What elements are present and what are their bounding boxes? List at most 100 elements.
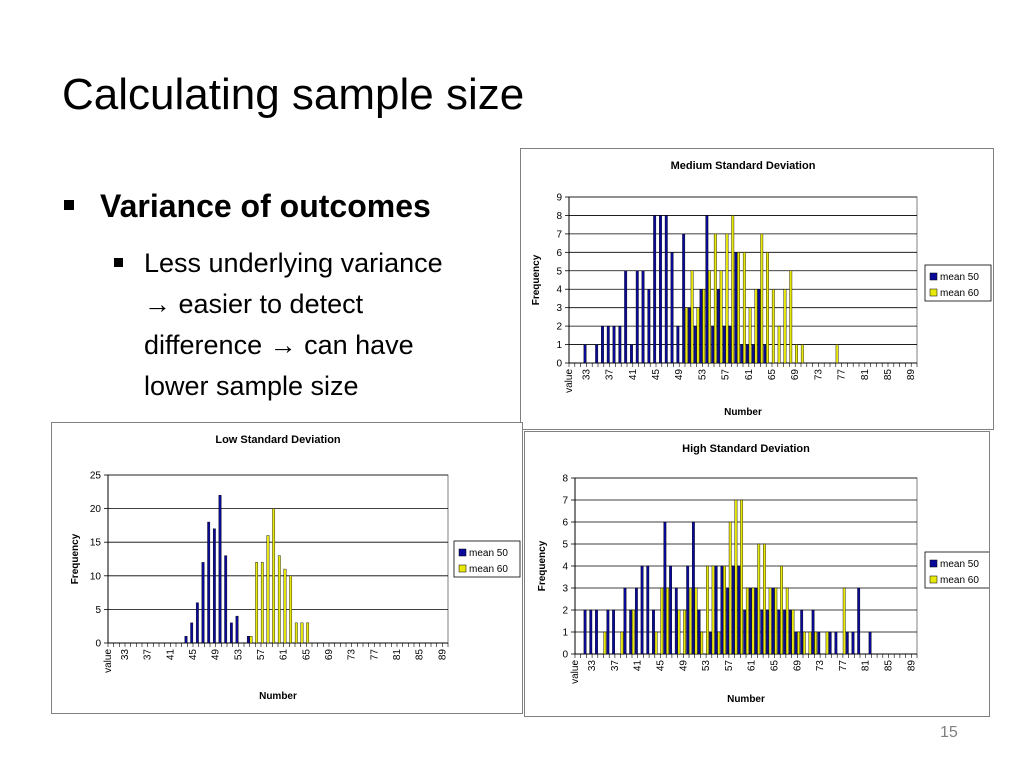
bar-mean50 <box>235 615 239 644</box>
y-tick-label: 7 <box>562 496 568 507</box>
bar-mean50 <box>612 325 616 364</box>
bar-mean60 <box>835 344 839 364</box>
y-tick-label: 3 <box>556 303 562 314</box>
x-tick-label: 73 <box>347 649 358 661</box>
bar-mean50 <box>669 565 672 655</box>
bullet-main: Variance of outcomes <box>62 188 502 225</box>
bar-mean60 <box>700 631 704 655</box>
bar-mean60 <box>766 252 769 364</box>
bar-mean60 <box>654 631 658 655</box>
bar-mean60 <box>725 233 729 364</box>
y-tick-label: 9 <box>556 193 562 204</box>
bar-mean60 <box>708 270 711 364</box>
y-tick-label: 8 <box>562 474 568 485</box>
bar-mean50 <box>743 609 747 655</box>
bar-mean50 <box>190 622 194 644</box>
bar-mean60 <box>283 568 287 644</box>
x-tick-label: 49 <box>211 649 222 661</box>
bar-mean50 <box>647 289 651 364</box>
x-tick-label: 65 <box>767 369 778 381</box>
bar-mean50 <box>635 270 639 364</box>
legend-label: mean 60 <box>469 564 508 575</box>
legend-label: mean 60 <box>940 575 979 586</box>
x-tick-label: 61 <box>744 369 755 381</box>
y-tick-label: 7 <box>556 229 562 240</box>
x-tick-label: 89 <box>906 660 917 672</box>
bar-mean50 <box>788 609 792 655</box>
legend: mean 50 mean 60 <box>453 540 521 578</box>
bar-mean50 <box>601 325 604 364</box>
square-bullet-icon <box>114 258 123 267</box>
bullet-sub-line-1: Less underlying variance <box>144 248 443 278</box>
x-tick-label: 65 <box>770 660 781 672</box>
y-tick-label: 0 <box>95 639 101 650</box>
chart-svg-low: Low Standard Deviation 0 5 10 15 20 25 value 33 3… <box>70 434 521 702</box>
bar-mean50 <box>682 233 686 364</box>
y-tick-label: 1 <box>562 628 568 639</box>
square-bullet-icon <box>64 200 74 210</box>
bar-mean50 <box>817 631 821 655</box>
bar-mean50 <box>748 587 752 655</box>
bar-mean60 <box>740 499 744 655</box>
bar-mean60 <box>783 289 787 364</box>
bar-mean50 <box>664 215 668 364</box>
bar-mean50 <box>629 609 633 655</box>
y-tick-label: 0 <box>556 359 562 370</box>
bar-mean60 <box>260 562 264 644</box>
bar-mean50 <box>722 325 726 364</box>
bar-mean50 <box>771 587 775 655</box>
x-tick-label: 77 <box>369 649 380 661</box>
x-tick-label: 85 <box>415 649 426 661</box>
bar-mean60 <box>728 521 732 655</box>
legend-swatch-icon <box>929 288 938 297</box>
bar-mean50 <box>851 631 855 655</box>
bar-mean50 <box>754 587 758 655</box>
bar-mean60 <box>789 270 793 364</box>
y-tick-label: 5 <box>95 605 101 616</box>
bar-mean60 <box>690 270 694 364</box>
bar-mean50 <box>728 325 732 364</box>
bar-mean60 <box>760 233 764 364</box>
bullet-list: Variance of outcomes Less underlying var… <box>62 188 502 407</box>
bar-mean50 <box>218 494 222 644</box>
bar-mean60 <box>757 543 761 655</box>
bar-mean60 <box>797 631 801 655</box>
bar-mean50 <box>794 631 798 655</box>
x-tick-label-value: value <box>103 649 114 673</box>
chart-title: Medium Standard Deviation <box>671 160 816 172</box>
bar-mean50 <box>618 325 622 364</box>
bar-mean60 <box>683 609 687 655</box>
bar-mean50 <box>711 325 715 364</box>
y-tick-label: 0 <box>562 650 568 661</box>
x-tick-label: 37 <box>143 649 154 661</box>
bar-mean50 <box>686 565 690 655</box>
bar-mean60 <box>737 252 740 364</box>
bar-mean50 <box>697 609 701 655</box>
bar-mean50 <box>641 270 645 364</box>
bar-mean50 <box>693 325 697 364</box>
y-tick-label: 6 <box>562 518 568 529</box>
bullet-main-text: Variance of outcomes <box>100 188 431 224</box>
slide-number: 15 <box>940 724 958 741</box>
bar-mean60 <box>684 307 688 364</box>
bar-mean50 <box>212 528 216 644</box>
x-tick-label: 77 <box>838 660 849 672</box>
bar-mean60 <box>702 289 706 364</box>
bar-mean60 <box>731 215 735 364</box>
bar-mean50 <box>709 631 712 655</box>
bar-mean60 <box>825 631 829 655</box>
bar-mean50 <box>589 609 593 655</box>
bar-mean50 <box>663 521 667 655</box>
bar-mean60 <box>666 587 669 655</box>
bar-mean60 <box>763 543 766 655</box>
bar-mean60 <box>249 636 253 644</box>
bar-mean60 <box>603 631 607 655</box>
bar-mean60 <box>306 622 310 644</box>
x-tick-label: 73 <box>813 369 824 381</box>
bullet-sub-line-3: difference → can have <box>144 330 414 360</box>
x-tick-label: 53 <box>697 369 708 381</box>
bar-mean50 <box>595 344 599 364</box>
chart-medium-sd: Medium Standard Deviation 0 1 2 3 4 5 6 7 8 9 value… <box>520 148 994 430</box>
bar-mean50 <box>726 587 729 655</box>
bar-mean60 <box>694 587 698 655</box>
